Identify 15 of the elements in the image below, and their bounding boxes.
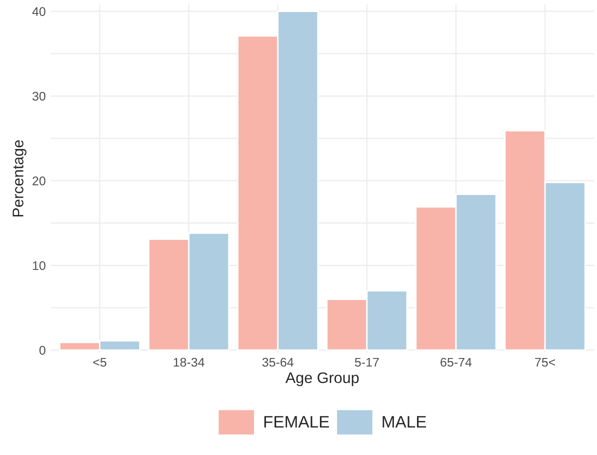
x-tick-label: 65-74 — [440, 358, 472, 367]
y-tick-label: 20 — [32, 176, 46, 186]
y-tick-label: 0 — [39, 346, 46, 355]
legend-label: FEMALE — [264, 416, 329, 428]
y-tick-label: 30 — [32, 92, 46, 101]
x-tick-label: 75< — [535, 358, 556, 367]
legend-label: MALE — [382, 416, 426, 428]
x-axis-title: Age Group — [285, 372, 359, 386]
x-tick-label: 18-34 — [174, 358, 204, 367]
y-tick-label: 40 — [32, 7, 46, 16]
y-axis-title: Percentage — [12, 140, 26, 216]
x-tick-label: <5 — [93, 358, 106, 367]
x-tick-label: 5-17 — [354, 358, 379, 367]
x-tick-label: 35-64 — [262, 358, 294, 367]
y-tick-label: 10 — [32, 261, 46, 270]
